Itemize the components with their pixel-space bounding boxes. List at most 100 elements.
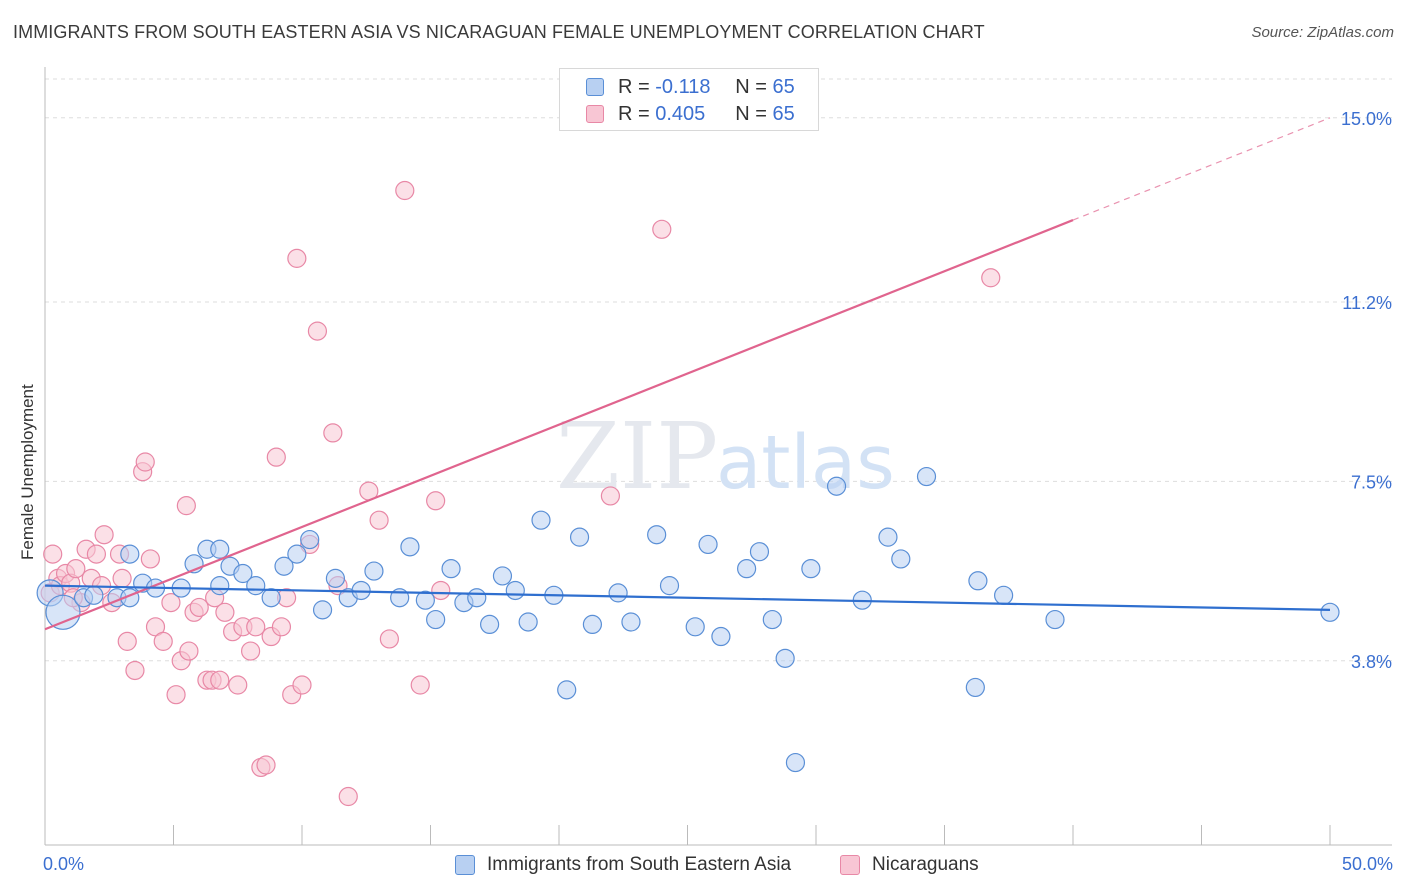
legend-swatch-blue [586,78,604,96]
pink-point [287,248,307,268]
legend-r-label: R = [618,75,650,98]
pink-point [66,559,86,579]
legend-r-value-blue: -0.118 [655,75,711,98]
pink-point [246,617,266,637]
blue-point [84,585,104,605]
legend-row-blue: R = -0.118 N = 65 [586,74,795,100]
blue-point [492,566,513,586]
pink-point [307,321,328,341]
blue-point [261,588,281,608]
legend-n-value-blue: 65 [772,75,795,98]
pink-point [166,685,186,705]
blue-point [415,590,435,610]
pink-point [395,180,415,201]
pink-point [210,670,230,690]
blue-point [467,588,487,608]
pink-point [379,629,399,649]
legend-n-label: N = [735,75,767,98]
pink-point [410,675,430,695]
watermark-zip: ZIP [556,403,718,510]
blue-point [698,534,718,555]
blue-point [621,612,641,632]
pink-point [228,675,248,695]
blue-point [441,559,461,579]
blue-point [608,583,628,603]
blue-point [994,585,1014,605]
blue-point [711,626,731,647]
series-south-eastern-asia-points [36,466,1340,773]
blue-point [749,542,770,562]
watermark-atlas: atlas [716,420,895,506]
pink-point [112,568,132,588]
tick-labels: 3.8% 7.5% 11.2% 15.0% 0.0% 50.0% [43,109,1393,874]
blue-point [531,510,551,530]
watermark: ZIP atlas [556,403,895,510]
blue-point [233,563,253,584]
pink-point [369,510,389,530]
blue-point [737,559,757,579]
blue-point [287,544,307,564]
pink-point [271,617,292,637]
series-legend-blue: Immigrants from South Eastern Asia [455,852,791,878]
blue-point [480,614,500,635]
blue-point [210,539,230,559]
blue-point [659,576,680,596]
legend-r-label: R = [618,102,650,125]
legend-swatch-pink [586,105,604,123]
blue-point [916,466,937,487]
pink-point [125,660,145,681]
series-name-blue: Immigrants from South Eastern Asia [487,854,792,875]
source-attribution: Source: ZipAtlas.com [1251,24,1394,41]
legend-n-value-pink: 65 [772,102,795,125]
blue-point [801,559,821,579]
blue-point [312,600,333,620]
pink-point [43,544,63,564]
blue-point [300,529,320,550]
pink-point [153,631,173,651]
blue-point [400,537,420,557]
blue-point [965,677,985,698]
blue-point [762,609,782,630]
trend-lines [44,117,1331,631]
blue-point [557,680,577,700]
blue-point [426,609,446,630]
blue-point [647,525,667,545]
x-tick-label-max: 50.0% [1342,854,1393,874]
blue-point [968,571,988,591]
trend-south-eastern-asia-solid [44,584,1331,611]
blue-point [518,612,538,632]
blue-point [775,648,795,668]
correlation-legend: R = -0.118 N = 65 R = 0.405 N = 65 [559,68,819,131]
pink-point [176,496,196,516]
legend-row-pink: R = 0.405 N = 65 [586,101,795,127]
blue-point [785,752,806,773]
blue-point [878,527,898,547]
y-tick-label: 3.8% [1351,652,1392,672]
pink-point [426,491,446,511]
pink-point [117,631,137,651]
pink-point [179,641,199,661]
pink-point [338,786,358,807]
pink-point [600,486,621,506]
blue-point [45,594,81,630]
pink-point [431,580,451,601]
y-tick-label: 7.5% [1351,472,1392,492]
blue-point [120,544,140,564]
blue-point [569,527,590,547]
blue-point [274,556,294,576]
series-swatch-blue [455,855,475,875]
blue-point [1045,609,1065,630]
blue-point [364,561,384,581]
pink-point [135,452,155,472]
series-swatch-pink [840,855,860,875]
blue-point [582,614,603,635]
legend-r-value-pink: 0.405 [655,102,706,125]
blue-point [325,568,346,588]
blue-point [826,476,847,496]
pink-point [256,755,276,775]
y-tick-label: 15.0% [1341,109,1392,129]
axes [44,67,1392,846]
y-tick-label: 11.2% [1342,293,1392,313]
pink-point [241,641,261,661]
pink-point [140,549,160,569]
